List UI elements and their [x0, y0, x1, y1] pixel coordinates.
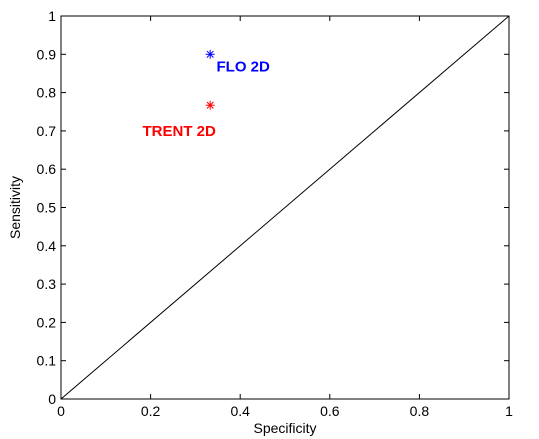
x-axis-label: Specificity [253, 420, 316, 436]
y-tick-label: 0.3 [37, 276, 57, 292]
y-tick-label: 0.4 [37, 238, 57, 254]
data-point-asterisk [205, 49, 215, 59]
y-axis-label: Sensitivity [7, 176, 23, 239]
ticks-layer: 0 0.2 0.4 0.6 0.8 1 0 0.1 0.2 0.3 0.4 0.5 0.6 0.7 0.8 0… [37, 8, 514, 419]
data-point-label: FLO 2D [217, 58, 271, 75]
x-tick-label: 0.4 [230, 403, 250, 419]
x-tick-label: 0.8 [410, 403, 430, 419]
y-tick-label: 0.8 [37, 85, 57, 101]
x-tick-label: 0.6 [320, 403, 340, 419]
points-layer: FLO 2D TRENT 2D [143, 49, 271, 140]
y-tick-label: 0 [48, 391, 56, 407]
y-tick-label: 0.5 [37, 200, 57, 216]
y-tick-label: 0.7 [37, 123, 57, 139]
y-tick-label: 0.2 [37, 314, 57, 330]
x-tick-label: 1 [505, 403, 513, 419]
reference-diagonal-line [60, 15, 510, 400]
x-tick-label: 0.2 [141, 403, 161, 419]
data-point-asterisk [205, 100, 215, 110]
y-tick-label: 1 [48, 8, 56, 24]
x-tick-label: 0 [57, 403, 65, 419]
y-tick-label: 0.6 [37, 161, 57, 177]
data-point-label: TRENT 2D [143, 123, 217, 140]
y-tick-label: 0.1 [37, 353, 57, 369]
y-tick-label: 0.9 [37, 46, 57, 62]
